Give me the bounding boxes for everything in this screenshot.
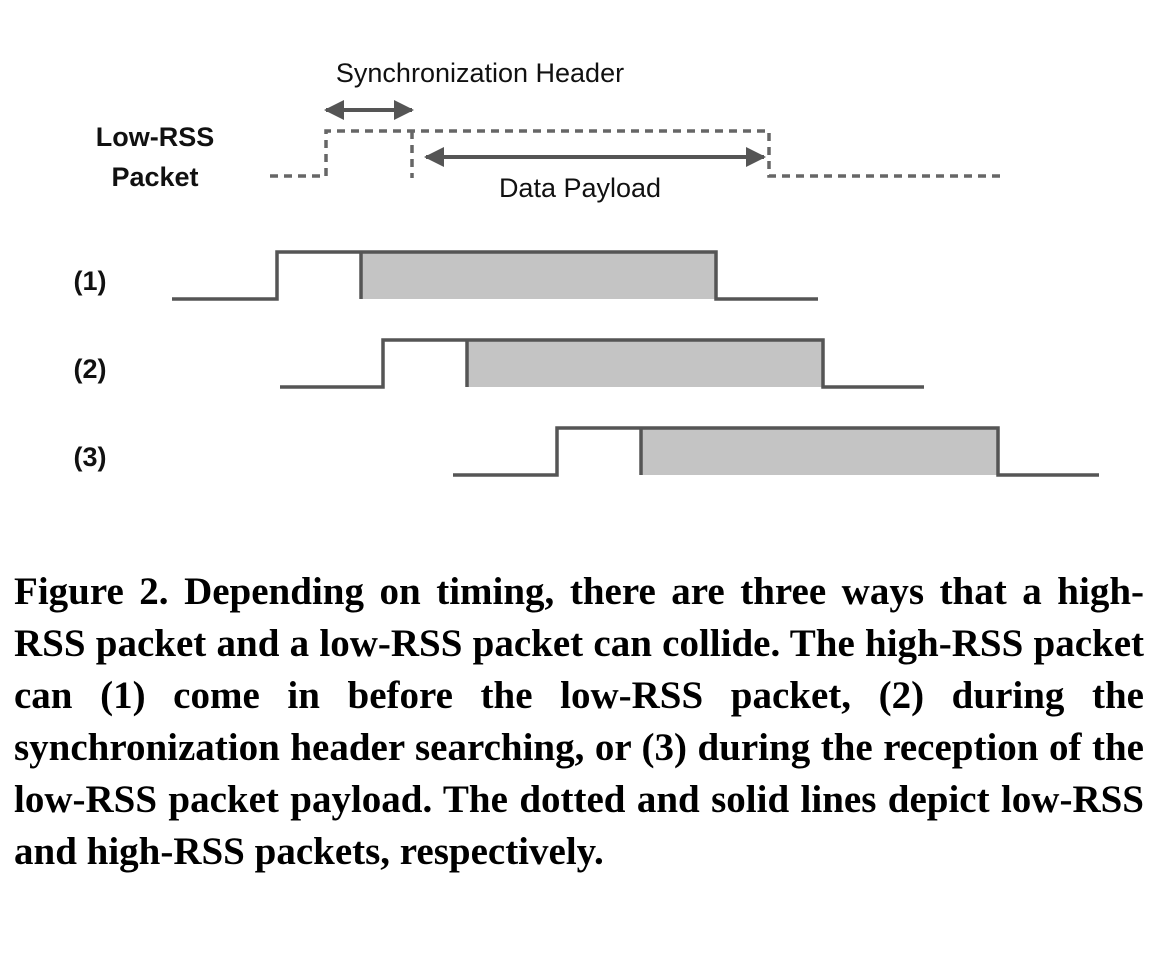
payload-region-case-2	[467, 340, 823, 387]
payload-region-case-1	[361, 252, 716, 299]
high-rss-waveform-case-2	[280, 338, 924, 389]
sync-header-label: Synchronization Header	[336, 58, 624, 88]
row-label-2: (2)	[74, 354, 107, 384]
high-rss-packet-case-1	[172, 250, 818, 301]
low-rss-label-line1: Low-RSS	[96, 122, 215, 152]
data-payload-label: Data Payload	[499, 173, 661, 203]
row-label-3: (3)	[74, 442, 107, 472]
high-rss-packet-case-2	[280, 338, 924, 389]
high-rss-waveform-case-1	[172, 250, 818, 301]
high-rss-waveform-case-3	[453, 426, 1099, 477]
payload-region-case-3	[641, 428, 998, 475]
low-rss-label-line2: Packet	[111, 162, 198, 192]
low-rss-packet-waveform	[270, 129, 1002, 178]
collision-timing-diagram: Low-RSS Packet Synchronization Header Da…	[74, 58, 1099, 477]
row-label-1: (1)	[74, 266, 107, 296]
figure-caption: Figure 2. Depending on timing, there are…	[14, 570, 1144, 873]
high-rss-packet-case-3	[453, 426, 1099, 477]
